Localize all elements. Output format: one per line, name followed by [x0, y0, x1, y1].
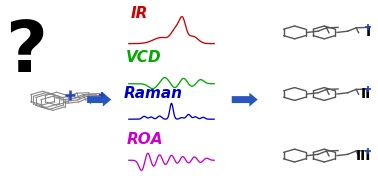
Text: II: II [361, 87, 371, 101]
Text: III: III [356, 149, 371, 163]
Text: I: I [366, 25, 370, 39]
Text: Raman: Raman [123, 86, 182, 102]
Text: VCD: VCD [126, 50, 162, 65]
Text: IR: IR [131, 6, 148, 21]
FancyArrowPatch shape [87, 93, 111, 107]
Text: ROA: ROA [126, 132, 163, 147]
FancyArrowPatch shape [232, 93, 258, 107]
Text: ?: ? [5, 18, 47, 87]
